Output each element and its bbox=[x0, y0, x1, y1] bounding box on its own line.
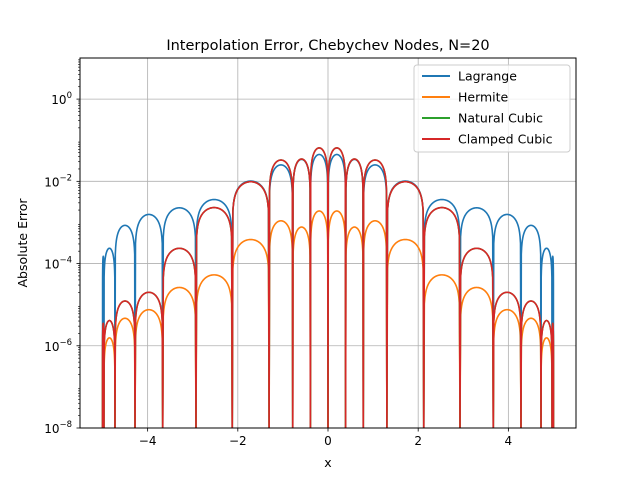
y-tick-label: 10−4 bbox=[44, 256, 72, 272]
ticks: −4 −2 0 2 4 10−8 10−6 10−4 10−2 100 bbox=[44, 59, 513, 448]
legend-label-natural-cubic: Natural Cubic bbox=[458, 111, 543, 126]
legend-label-hermite: Hermite bbox=[458, 90, 509, 105]
x-axis-label: x bbox=[324, 455, 331, 470]
legend: Lagrange Hermite Natural Cubic Clamped C… bbox=[413, 64, 571, 153]
legend-frame bbox=[413, 64, 571, 153]
series-line-hermite bbox=[101, 210, 555, 428]
y-tick-label: 10−2 bbox=[44, 173, 72, 189]
x-tick-label: −4 bbox=[139, 434, 157, 448]
legend-entry-hermite: Hermite bbox=[422, 90, 509, 105]
chart-title: Interpolation Error, Chebychev Nodes, N=… bbox=[166, 38, 489, 54]
x-tick-label: 4 bbox=[505, 434, 513, 448]
plot-area bbox=[101, 147, 555, 428]
y-tick-label: 10−8 bbox=[44, 420, 72, 436]
y-tick-label: 100 bbox=[51, 91, 72, 107]
y-axis-label: Absolute Error bbox=[15, 198, 30, 288]
legend-label-clamped-cubic: Clamped Cubic bbox=[458, 132, 553, 147]
x-tick-label: 0 bbox=[324, 434, 332, 448]
legend-label-lagrange: Lagrange bbox=[458, 69, 517, 84]
legend-entry-lagrange: Lagrange bbox=[422, 69, 517, 84]
series-line-clamped-cubic bbox=[101, 147, 555, 428]
y-tick-label: 10−6 bbox=[44, 338, 72, 354]
x-tick-label: −2 bbox=[229, 434, 247, 448]
x-tick-label: 2 bbox=[414, 434, 422, 448]
legend-entry-clamped-cubic: Clamped Cubic bbox=[422, 132, 553, 147]
legend-entry-natural-cubic: Natural Cubic bbox=[422, 111, 543, 126]
series-line-lagrange bbox=[101, 153, 555, 428]
